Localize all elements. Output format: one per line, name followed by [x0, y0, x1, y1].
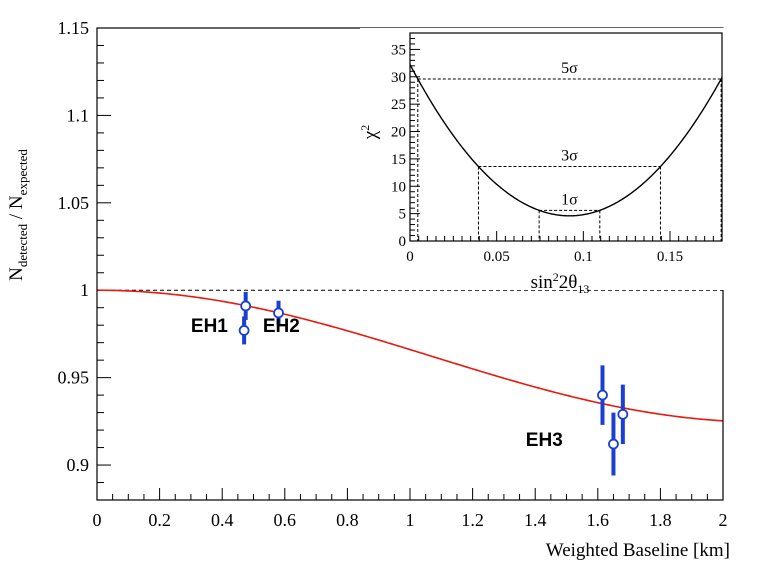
- inset-x-tick-labels: 0 0.05 0.1 0.15: [406, 249, 683, 265]
- main-y-tick-labels: 0.9 0.95 1 1.05 1.1 1.15: [58, 18, 90, 475]
- inset-background: [360, 28, 726, 290]
- main-x-tick-labels: 0 0.2 0.4 0.6 0.8 1 1.2 1.4 1.6 1.8 2: [93, 510, 728, 530]
- inset-axes-ticks: [409, 32, 723, 242]
- x-tick-label: 1.4: [524, 510, 547, 530]
- inset-frame: [409, 32, 723, 242]
- x-tick-label: 0.4: [211, 510, 234, 530]
- sigma-label: 1σ: [561, 191, 578, 208]
- inset-y-tick-label: 25: [391, 97, 406, 113]
- x-tick-label: 1.2: [461, 510, 484, 530]
- x-tick-label: 1.6: [587, 510, 610, 530]
- sigma-label: 3σ: [561, 148, 578, 165]
- main-plot: EH1 EH2 EH3 0 0.2 0.4 0.6 0.8 1 1.2 1.4 1.6 1.8 2 0.…: [6, 18, 730, 561]
- inset-plot: 1σ 3σ 5σ 0 0.05 0.1 0.15 0 5 10 15 20 25 30 35 sin22…: [358, 28, 726, 296]
- y-tick-label: 1.15: [58, 18, 90, 38]
- data-points: [238, 291, 629, 476]
- x-tick-label: 0.2: [148, 510, 171, 530]
- hall-label: EH2: [263, 316, 300, 337]
- x-tick-label: 2: [719, 510, 728, 530]
- data-point: [608, 438, 619, 450]
- inset-y-tick-labels: 0 5 10 15 20 25 30 35: [391, 42, 406, 250]
- inset-x-tick-label: 0.05: [484, 249, 510, 265]
- data-point: [597, 389, 608, 401]
- inset-y-tick-label: 35: [391, 42, 406, 58]
- data-point: [617, 408, 629, 420]
- data-point: [238, 325, 250, 336]
- x-tick-label: 0.8: [336, 510, 359, 530]
- inset-y-tick-label: 0: [399, 234, 407, 250]
- x-tick-label: 1.8: [649, 510, 672, 530]
- y-tick-label: 0.95: [58, 368, 90, 388]
- y-tick-label: 1.1: [67, 105, 90, 125]
- inset-x-tick-label: 0.1: [574, 249, 593, 265]
- inset-y-tick-label: 30: [391, 70, 406, 86]
- hall-label: EH3: [526, 430, 563, 451]
- y-tick-label: 0.9: [67, 455, 90, 475]
- inset-x-tick-label: 0: [406, 249, 414, 265]
- inset-y-tick-label: 20: [391, 125, 406, 141]
- inset-y-tick-label: 5: [399, 207, 407, 223]
- main-y-axis-title: Ndetected / Nexpected: [6, 149, 30, 281]
- hall-label: EH1: [191, 316, 228, 337]
- x-tick-label: 1: [406, 510, 415, 530]
- y-tick-label: 1: [80, 280, 89, 300]
- main-axes-ticks: [96, 27, 724, 501]
- y-tick-label: 1.05: [58, 193, 90, 213]
- inset-y-tick-label: 15: [391, 152, 406, 168]
- inset-y-axis-title: χ2: [358, 125, 381, 140]
- inset-sigma-lines: 1σ 3σ 5σ: [417, 60, 722, 241]
- inset-x-axis-title: sin22θ13: [531, 270, 590, 296]
- sigma-label: 5σ: [561, 60, 578, 77]
- data-point: [240, 300, 252, 312]
- main-x-axis-title: Weighted Baseline [km]: [546, 540, 730, 561]
- hall-labels: EH1 EH2 EH3: [191, 316, 563, 451]
- x-tick-label: 0.6: [274, 510, 297, 530]
- x-tick-label: 0: [93, 510, 102, 530]
- chi2-curve: [409, 64, 723, 217]
- inset-y-tick-label: 10: [391, 179, 406, 195]
- fit-curve: [96, 289, 724, 422]
- inset-x-tick-label: 0.15: [657, 249, 683, 265]
- data-point: [273, 307, 284, 319]
